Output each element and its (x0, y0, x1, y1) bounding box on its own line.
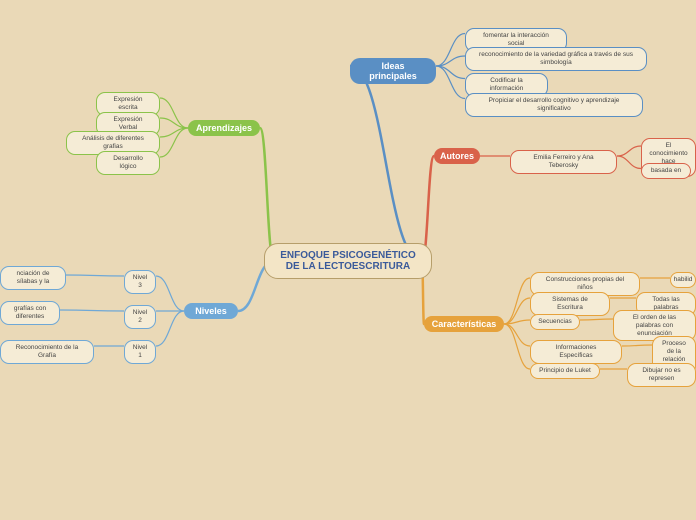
sub-node: Nivel 2 (124, 305, 156, 329)
sub-node: Propiciar el desarrollo cognitivo y apre… (465, 93, 643, 117)
sub-node: Reconocimiento de la Grafía (0, 340, 94, 364)
sub-node: Nivel 3 (124, 270, 156, 294)
sub-node: Dibujar no es represen (627, 363, 696, 387)
branch-caracteristicas: Características (424, 316, 504, 332)
sub-node: Sistemas de Escritura (530, 292, 610, 316)
sub-node: nciación de sílabas y la (0, 266, 66, 290)
sub-node: habilid (670, 272, 696, 288)
sub-node: grafías con diferentes (0, 301, 60, 325)
sub-node: Principio de Luket (530, 363, 600, 379)
sub-node: reconocimiento de la variedad gráfica a … (465, 47, 647, 71)
sub-node: Emilia Ferreiro y Ana Teberosky (510, 150, 617, 174)
sub-node: Desarrollo lógico (96, 151, 160, 175)
sub-node: Informaciones Específicas (530, 340, 622, 364)
sub-node: Nivel 1 (124, 340, 156, 364)
branch-ideas-principales: Ideas principales (350, 58, 436, 84)
sub-node: basada en (641, 163, 691, 179)
sub-node: Secuencias (530, 314, 580, 330)
branch-niveles: Niveles (184, 303, 238, 319)
branch-aprendizajes: Aprendizajes (188, 120, 260, 136)
central-node: ENFOQUE PSICOGENÉTICO DE LA LECTOESCRITU… (264, 243, 432, 279)
branch-autores: Autores (434, 148, 480, 164)
